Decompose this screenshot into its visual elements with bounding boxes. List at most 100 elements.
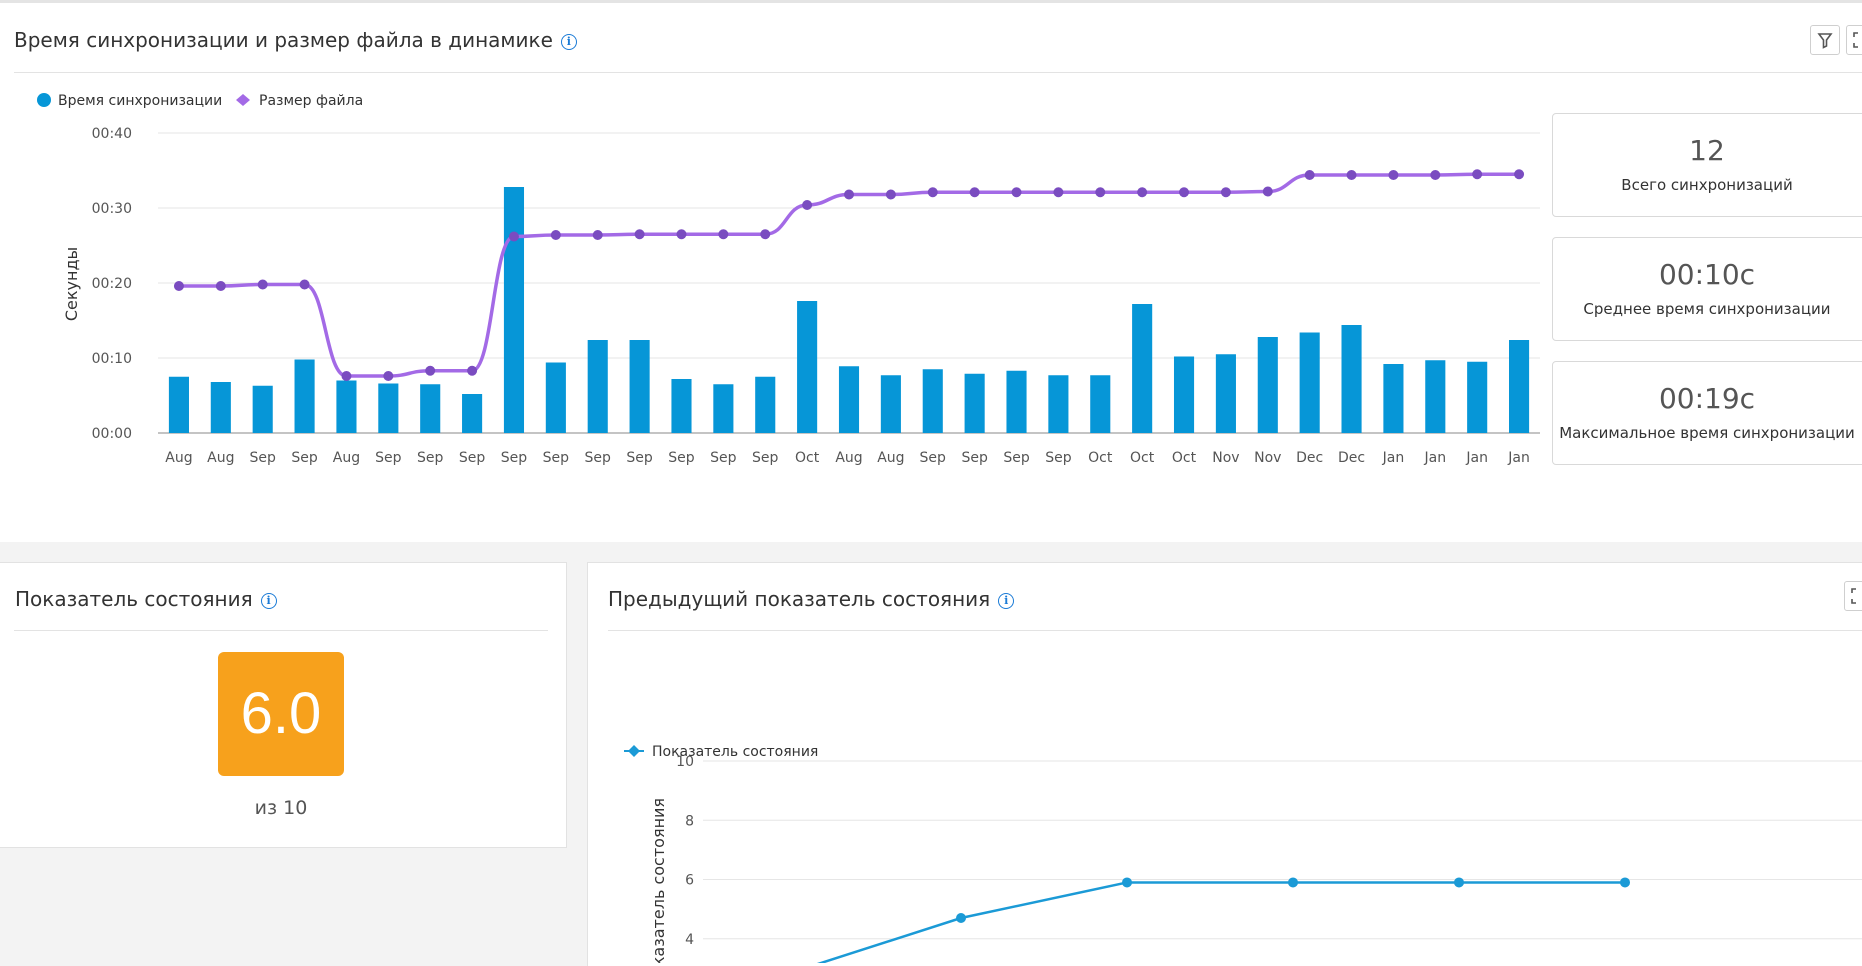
title-divider <box>14 630 548 631</box>
y-tick-label: 00:10 <box>92 351 132 367</box>
bar <box>1173 356 1195 433</box>
x-tick-label: Sep <box>375 450 402 466</box>
line-point <box>1472 169 1483 180</box>
line-point <box>1262 186 1273 197</box>
previous-health-panel: Предыдущий показатель состояния i Показат… <box>587 562 1862 966</box>
x-tick-label: Oct <box>795 450 820 466</box>
bar <box>462 394 483 433</box>
bar <box>1467 361 1488 433</box>
legend-label: Размер файла <box>259 93 363 109</box>
x-tick-label: Aug <box>333 450 360 466</box>
bar <box>420 384 441 433</box>
line-point <box>718 229 729 240</box>
line-point <box>425 365 436 376</box>
x-tick-label: Nov <box>1254 450 1281 466</box>
legend-marker <box>236 94 250 106</box>
x-tick-label: Sep <box>459 450 486 466</box>
line-point <box>760 229 771 240</box>
line-point <box>634 229 645 240</box>
y-tick-label: 4 <box>685 932 694 948</box>
line-point <box>844 189 854 200</box>
line-point <box>927 187 938 198</box>
bar <box>1341 325 1362 433</box>
expand-icon <box>1851 588 1862 604</box>
sync-chart: Время синхронизации Размер файла 00:00 00:1… <box>37 93 1540 466</box>
x-tick-label: Aug <box>877 450 904 466</box>
line-point <box>1620 877 1630 888</box>
line-point <box>1137 187 1148 198</box>
line-point <box>215 281 226 291</box>
stat-card-max: 00:19с Максимальное время синхронизации <box>1552 361 1862 465</box>
x-tick-label: Aug <box>207 450 234 466</box>
health-score-panel: Показатель состояния i <box>0 562 567 848</box>
line-point <box>1011 187 1022 198</box>
line-point <box>1346 170 1357 180</box>
filter-icon <box>1817 33 1833 49</box>
bar <box>1215 354 1236 433</box>
line-point <box>956 913 966 924</box>
legend-marker <box>37 93 51 107</box>
info-icon[interactable]: i <box>560 34 577 50</box>
bar <box>1006 370 1027 433</box>
y-tick-label: 10 <box>676 754 694 770</box>
line-point <box>592 230 603 240</box>
x-tick-label: Sep <box>920 450 947 466</box>
x-tick-label: Jan <box>1465 450 1488 466</box>
line-point <box>341 371 352 381</box>
bar <box>755 376 776 433</box>
bar <box>378 383 399 433</box>
expand-button[interactable] <box>1844 581 1862 611</box>
health-score-badge: 6.0 <box>218 652 344 776</box>
x-tick-label: Sep <box>961 450 988 466</box>
info-icon[interactable]: i <box>260 593 277 609</box>
line-point <box>550 230 561 240</box>
filter-button[interactable] <box>1810 25 1840 55</box>
x-tick-label: Sep <box>626 450 653 466</box>
legend-label: Показатель состояния <box>652 744 818 760</box>
x-tick-label: Sep <box>1003 450 1030 466</box>
y-tick-label: 00:30 <box>92 201 132 217</box>
stat-label: Всего синхронизаций <box>1621 176 1793 194</box>
x-tick-label: Aug <box>835 450 862 466</box>
bar <box>1425 360 1446 433</box>
line-point <box>969 187 980 198</box>
x-tick-label: Oct <box>1088 450 1113 466</box>
y-axis-label: Секунды <box>62 247 81 321</box>
bar <box>838 366 860 433</box>
sync-panel-title: Время синхронизации и размер файла в дин… <box>14 28 577 52</box>
line-point <box>1053 187 1064 198</box>
line-point <box>1288 877 1298 888</box>
title-divider <box>608 630 1862 631</box>
x-tick-label: Dec <box>1296 450 1323 466</box>
x-tick-label: Sep <box>668 450 695 466</box>
stat-value: 00:19с <box>1658 382 1756 415</box>
x-tick-label: Jan <box>1507 450 1530 466</box>
line-point <box>802 200 813 210</box>
health-score-scale: из 10 <box>254 797 308 819</box>
expand-icon <box>1853 32 1858 48</box>
line-point <box>1430 170 1441 180</box>
bar <box>1048 375 1069 433</box>
bar <box>1509 340 1530 433</box>
stat-label: Максимальное время синхронизации <box>1559 424 1855 442</box>
bar <box>294 359 315 433</box>
bar <box>964 373 985 433</box>
expand-button[interactable] <box>1846 25 1862 55</box>
info-icon[interactable]: i <box>998 593 1015 609</box>
line-point <box>1388 170 1399 180</box>
line-point <box>1454 877 1464 888</box>
stat-card-total: 12 Всего синхронизаций <box>1552 113 1862 217</box>
x-tick-label: Sep <box>543 450 570 466</box>
line-point <box>299 279 310 290</box>
line-point <box>1122 877 1132 888</box>
sync-trend-panel: Время синхронизации и размер файла в дин… <box>0 0 1862 542</box>
x-tick-label: Sep <box>585 450 612 466</box>
line-point <box>467 365 478 376</box>
line-point <box>257 279 268 290</box>
line-point <box>1304 170 1315 180</box>
prev-panel-title: Предыдущий показатель состояния i <box>608 587 1015 611</box>
health-chart: Показатель состояния246810Показатель сос… <box>624 744 1862 963</box>
x-tick-label: Aug <box>165 450 192 466</box>
bar <box>545 362 566 433</box>
bar <box>713 384 734 433</box>
